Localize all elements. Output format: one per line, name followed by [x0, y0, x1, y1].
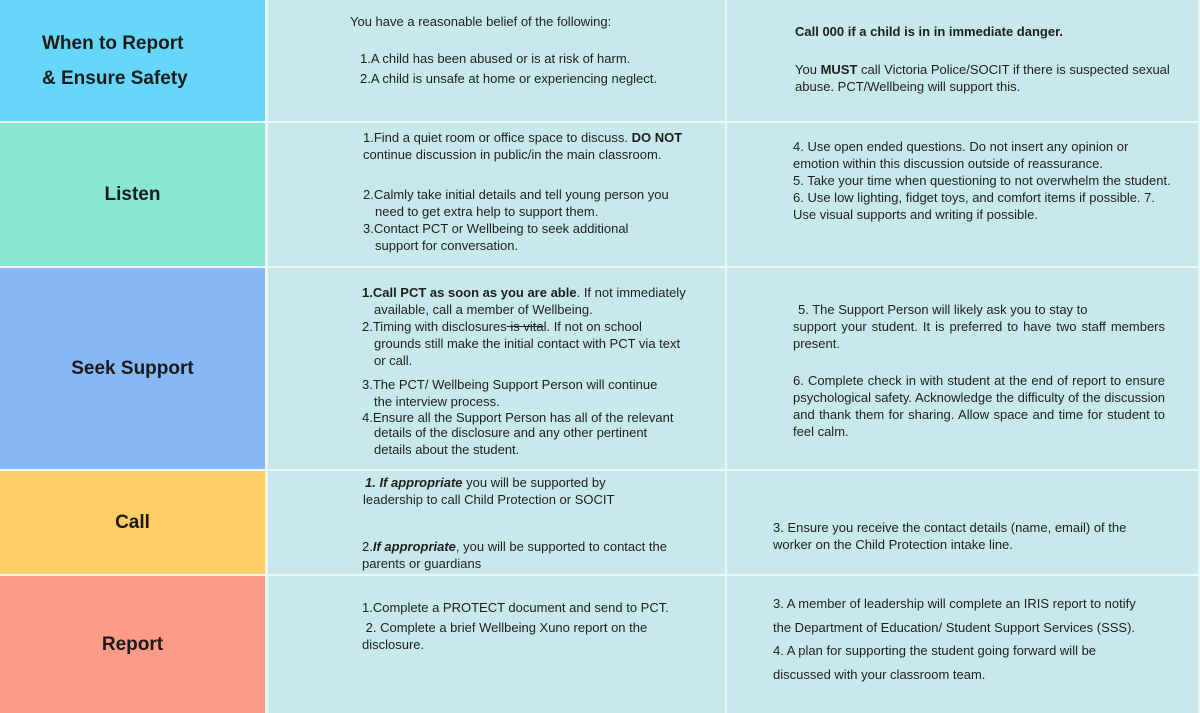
note-5: 5. The Support Person will likely ask yo…: [793, 301, 1165, 352]
heading-report: Report: [0, 576, 268, 713]
call-notes: 3. Ensure you receive the contact detail…: [727, 471, 1200, 576]
text: l. If not on school: [543, 319, 642, 334]
tips: 4. Use open ended questions. Do not inse…: [793, 138, 1178, 223]
heading-listen: Listen: [0, 123, 268, 268]
text: the interview process.: [374, 394, 500, 409]
step-2: 2.If appropriate, you will be supported …: [362, 538, 692, 572]
text: 3.The PCT/ Wellbeing Support Person will…: [362, 377, 658, 392]
text: leadership to call Child Protection or S…: [363, 492, 615, 507]
text: You: [795, 62, 821, 77]
text: 1.Call PCT as soon as you are able: [362, 285, 577, 300]
text: continue discussion in public/in the mai…: [363, 147, 662, 162]
steps: 1.Call PCT as soon as you are able. If n…: [362, 284, 722, 459]
text: , you will be supported to contact the p…: [362, 539, 667, 571]
step-1: 1.A child has been abused or is at risk …: [360, 51, 631, 66]
text: details of the disclosure and any other …: [374, 425, 648, 440]
text: is vita: [506, 319, 544, 334]
report-notes: 3. A member of leadership will complete …: [727, 576, 1200, 713]
text: DO NOT: [631, 130, 683, 145]
text: support for conversation.: [375, 238, 519, 253]
listen-tips: 4. Use open ended questions. Do not inse…: [727, 123, 1200, 268]
text: If appropriate: [372, 539, 456, 554]
heading-seek-support: Seek Support: [0, 268, 268, 471]
text: . If not immediately: [576, 285, 686, 300]
step-1: 1. If appropriate you will be supported …: [363, 474, 615, 508]
text: details about the student.: [374, 442, 520, 457]
note-6: 6. Complete check in with student at the…: [793, 373, 1165, 439]
text: 2.Timing with disclosures: [362, 319, 507, 334]
report-steps: 1.Complete a PROTECT document and send t…: [268, 576, 727, 713]
text: 5. The Support Person will likely ask yo…: [798, 302, 1088, 317]
call-steps: 1. If appropriate you will be supported …: [268, 471, 727, 576]
text: 1. If appropriate: [365, 475, 463, 490]
text: support your student. It is preferred to…: [793, 319, 1165, 351]
step-1: 1.Complete a PROTECT document and send t…: [362, 600, 669, 615]
text: 1.Find a quiet room or office space to d…: [363, 130, 632, 145]
notes: 3. A member of leadership will complete …: [773, 592, 1153, 686]
heading-line: & Ensure Safety: [42, 67, 188, 89]
seek-support-notes: 5. The Support Person will likely ask yo…: [727, 268, 1200, 471]
text: 4.Ensure all the Support Person has all …: [362, 410, 674, 425]
text: 2.Calmly take initial details and tell y…: [363, 187, 669, 202]
note-3: 3. Ensure you receive the contact detail…: [773, 520, 1127, 552]
heading-line: When to Report: [42, 32, 184, 54]
emergency-note: Call 000 if a child is in in immediate d…: [795, 24, 1064, 39]
step-1: 1.Call PCT as soon as you are able. If n…: [362, 284, 722, 318]
heading-when-to-report: When to Report & Ensure Safety: [0, 0, 268, 123]
seek-support-steps: 1.Call PCT as soon as you are able. If n…: [268, 268, 727, 471]
tip-4: 4. Use open ended questions. Do not inse…: [793, 139, 1129, 171]
text: grounds still make the initial contact w…: [374, 336, 681, 351]
when-to-report-steps: You have a reasonable belief of the foll…: [268, 0, 727, 123]
intro-text: You have a reasonable belief of the foll…: [350, 14, 612, 29]
step-2: 2.Calmly take initial details and tell y…: [363, 186, 669, 254]
steps: 1.Complete a PROTECT document and send t…: [362, 599, 692, 653]
note-4: 4. A plan for supporting the student goi…: [773, 643, 1097, 682]
text: or call.: [374, 353, 413, 368]
step-2: 2. Complete a brief Wellbeing Xuno repor…: [362, 620, 651, 652]
tip-6-7: 6. Use low lighting, fidget toys, and co…: [793, 190, 1156, 222]
step-4: 4.Ensure all the Support Person has all …: [362, 410, 722, 459]
note-3: 3. A member of leadership will complete …: [773, 596, 1136, 635]
step-3: 3.The PCT/ Wellbeing Support Person will…: [362, 376, 722, 410]
step-2: 2.A child is unsafe at home or experienc…: [360, 71, 658, 86]
heading-call: Call: [0, 471, 268, 576]
step-1: 1.Find a quiet room or office space to d…: [363, 129, 703, 163]
text: 3.Contact PCT or Wellbeing to seek addit…: [363, 221, 629, 236]
text: 2.: [362, 539, 373, 554]
tip-5: 5. Take your time when questioning to no…: [793, 173, 1171, 188]
when-to-report-actions: Call 000 if a child is in in immediate d…: [727, 0, 1200, 123]
text: you will be supported by: [462, 475, 606, 490]
step-2: 2.Timing with disclosures is vital. If n…: [362, 318, 722, 369]
text: call Victoria Police/SOCIT if there is s…: [795, 62, 1170, 94]
text: available, call a member of Wellbeing.: [374, 302, 593, 317]
police-note: You MUST call Victoria Police/SOCIT if t…: [795, 61, 1190, 95]
text: need to get extra help to support them.: [375, 204, 599, 219]
listen-steps: 1.Find a quiet room or office space to d…: [268, 123, 727, 268]
text: MUST: [820, 62, 858, 77]
